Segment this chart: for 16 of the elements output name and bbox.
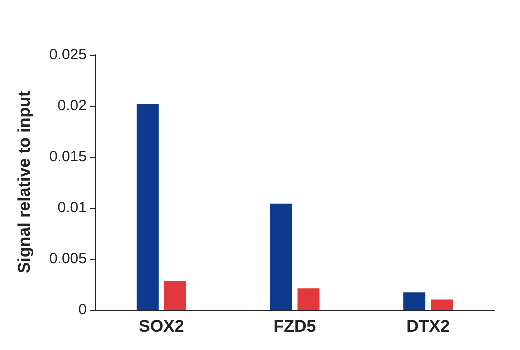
bar: [270, 204, 292, 310]
bar: [136, 104, 159, 310]
x-tick-label: FZD5: [274, 317, 316, 336]
bar: [298, 288, 320, 310]
y-tick-label: 0.02: [58, 98, 87, 114]
y-tick-label: 0.025: [49, 46, 87, 64]
x-tick-label: DTX2: [406, 317, 450, 336]
bar: [431, 300, 454, 310]
bar: [404, 292, 426, 310]
y-tick-label: 0.01: [58, 200, 87, 216]
y-tick-label: 0.005: [49, 250, 87, 268]
y-axis-title: Signal relative to input: [15, 91, 34, 274]
x-tick-label: SOX2: [138, 317, 184, 336]
y-tick-label: 0: [78, 302, 87, 318]
bar: [164, 281, 186, 310]
y-tick-label: 0.015: [49, 148, 87, 166]
